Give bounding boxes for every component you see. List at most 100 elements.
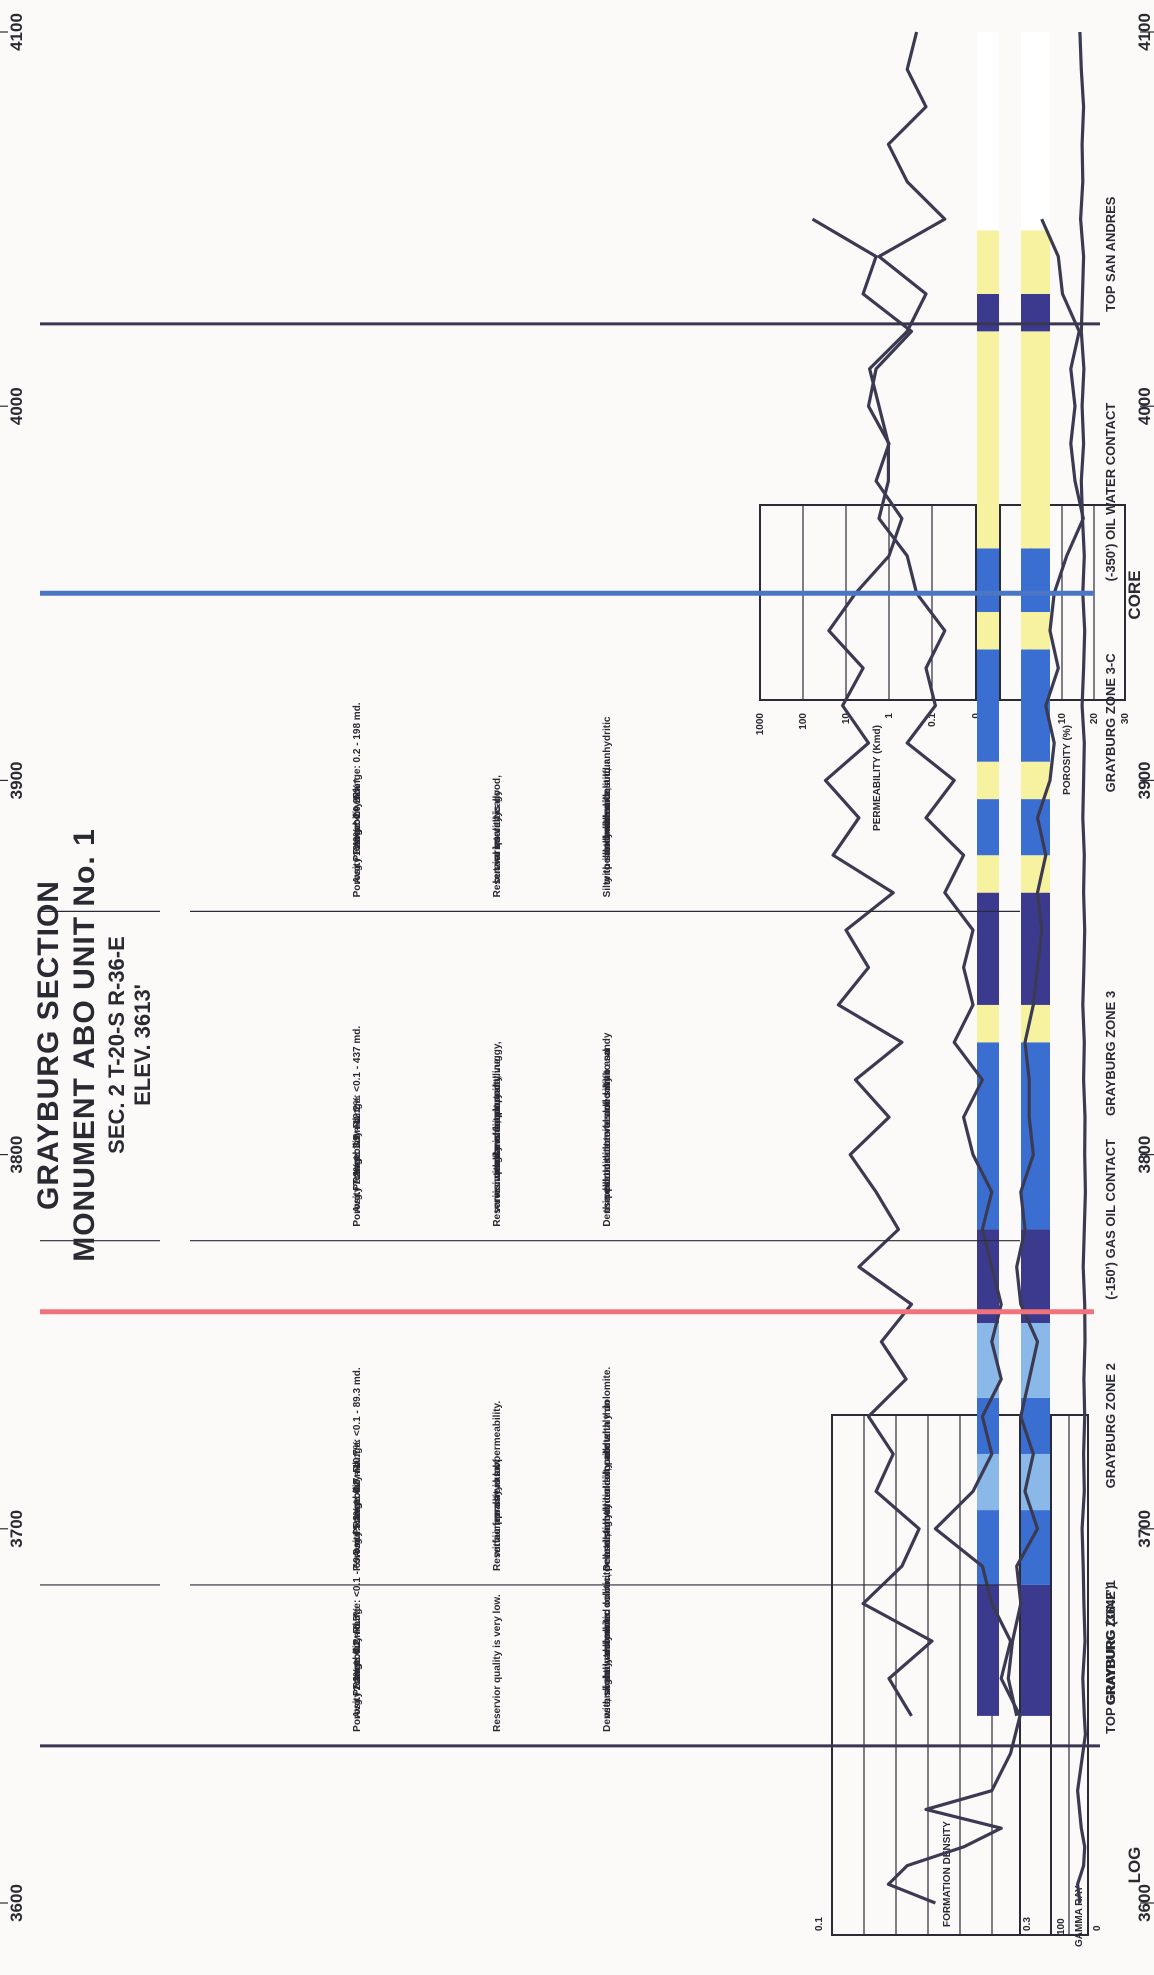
porosity-average: Avg.: 5.1% * [352, 1500, 363, 1557]
reservoir-text-line: Reservior quality is low [492, 1459, 503, 1571]
core-section-header: CORE [1125, 570, 1144, 619]
porosity-tick-label: 10 [1057, 713, 1068, 725]
zone-label-2: GRAYBURG ZONE 2 [1103, 1363, 1118, 1488]
lithology-interval [977, 799, 999, 856]
reservoir-quality-descriptions: Reservior quality is very low. Reservior … [492, 775, 503, 1732]
depth-tick-label-top: 4100 [7, 13, 26, 51]
permeability-range: Permeability Range: <0.1 - 437 md. [352, 1026, 363, 1191]
reservoir-text-line: occurrence of intercrystalline, [492, 1056, 503, 1199]
porosity-range: Porosity Range: 2 - 25% [352, 783, 363, 897]
lithology-descriptions: Dense, slightly anhydritic dolomitewith … [602, 716, 613, 1732]
title-line-3: SEC. 2 T-20-S R-36-E [104, 936, 129, 1154]
core-lithology-column [977, 32, 999, 1716]
lithology-text-line: Dense slightly oolitic, pelletal [602, 1431, 613, 1571]
depth-axis-top: 3600 3700 3800 3900 4000 4100 [0, 13, 26, 1922]
lithology-text-line: pelletal dolomite, and anhydritic [602, 716, 613, 869]
title-block: GRAYBURG SECTION MONUMENT ABO UNIT No. 1… [32, 828, 155, 1262]
reservoir-text-line: and moldic porosity. [492, 1073, 503, 1170]
porosity-track-label: POROSITY (%) [1062, 725, 1073, 795]
depth-tick-label-top: 3700 [7, 1510, 26, 1548]
lithology-interval [977, 331, 999, 549]
lithology-text-line: and shaly dolomite. [602, 1610, 613, 1704]
reservoir-text-line: Reservior quality is fair, but [492, 1095, 503, 1227]
top-grayburg-marker: TOP GRAYBURG (3642') [1103, 1585, 1118, 1734]
title-line-1: GRAYBURG SECTION [32, 880, 65, 1210]
reservoir-text-line: varies with the amount and [492, 1084, 503, 1213]
lithology-interval [977, 548, 999, 613]
oil-water-contact-marker: (-350') OIL WATER CONTACT [1103, 403, 1118, 582]
lithology-interval [977, 1004, 999, 1043]
porosity-range: Porosity Range: 0.2 - 6.5% [352, 1607, 363, 1732]
permeability-average: Avg.: 0.8 md. * [352, 1452, 363, 1521]
lithology-interval [977, 32, 999, 231]
reservoir-text-line: and laterally. [492, 809, 503, 870]
lithology-text-line: interbedded silty and shaly dolomite. [602, 1367, 613, 1543]
lithology-interval [977, 1510, 999, 1585]
log-section-header: LOG [1125, 1847, 1144, 1884]
lithology-interval [1021, 293, 1050, 332]
lithology-interval [977, 1042, 999, 1230]
lithology-text-line: with interbedded oolitic, [602, 768, 613, 884]
lithology-text-line: with some interbedded oolitic, pelletal, [602, 1534, 613, 1719]
lithology-text-line: Dense, slightly anhydritic dolomite [602, 1566, 613, 1732]
porosity-average: Avg.: 2.1% * [352, 1661, 363, 1718]
lithology-text-line: thin porous intervals of oolitic and [602, 1049, 613, 1213]
porosity-permeability-statistics: Porosity Range: 0.2 - 6.5%Avg.: 2.1% * Pe… [352, 702, 363, 1732]
reservoir-text-line: but varies vertically [492, 790, 503, 884]
log-lithology-column [1021, 32, 1050, 1716]
lithology-interval [1021, 1510, 1050, 1585]
reservoir-text-line: Reservior quality is very low. [492, 1594, 503, 1732]
permeability-tick-label: 0.1 [927, 713, 938, 727]
permeability-tick-label: 10 [841, 713, 852, 725]
lithology-interval [1021, 799, 1050, 856]
permeability-average: Avg.: 1.9 md. * [352, 1108, 363, 1177]
lithology-interval [1021, 1042, 1050, 1230]
porosity-tick-label: 30 [1120, 713, 1131, 725]
porosity-range: Porosity Range: 3.0 - 12.2% [352, 1096, 363, 1227]
porosity-tick-label: 20 [1089, 713, 1100, 725]
lithology-interval [1021, 1229, 1050, 1323]
lithology-interval [1021, 612, 1050, 650]
depth-tick-label-top: 3600 [7, 1884, 26, 1922]
zone-label-3: GRAYBURG ZONE 3 [1103, 991, 1118, 1116]
lithology-text-line: pelletal dolomite and silty to sandy [602, 1032, 613, 1199]
lithology-text-line: Dense dolomite interbedded with [602, 1069, 613, 1226]
lithology-text-line: and anhydritic dolomite with thin [602, 1400, 613, 1557]
porosity-range: Porosity Range: 0.7 - 10.7% [352, 1440, 363, 1571]
zone-label-1: GRAYBURG ZONE 1 [1103, 1580, 1118, 1705]
permeability-track-label: PERMEABILITY (Kmd) [872, 725, 883, 831]
lithology-interval [1021, 230, 1050, 294]
porosity-average: Avg.: 7.2% * [352, 1156, 363, 1213]
lithology-interval [977, 1229, 999, 1323]
lithology-interval [977, 1453, 999, 1511]
permeability-average: Avg.: 0.2 md. * [352, 1613, 363, 1682]
lithology-interval [977, 855, 999, 893]
depth-tick-label-top: 3900 [7, 761, 26, 799]
lithology-interval [977, 230, 999, 294]
permeability-average: Avg.: 4.0 md. * [352, 779, 363, 848]
zone-label-3c: GRAYBURG ZONE 3-C [1103, 653, 1118, 793]
reservoir-text-line: fair porosity and permeability. [492, 1401, 503, 1543]
lithology-interval [1021, 1584, 1050, 1716]
lithology-text-line: dolomite. [602, 1140, 613, 1185]
permeability-tick-label: 1 [884, 713, 895, 719]
gamma-ray-scale-max: 100 [1056, 1918, 1067, 1935]
gas-oil-contact-marker: (-150') GAS OIL CONTACT [1103, 1139, 1118, 1300]
reservoir-text-line: intergranular, pinpoint, vuggy, [492, 1041, 503, 1184]
permeability-tick-label: 1000 [755, 713, 766, 736]
permeability-curve [811, 217, 934, 1717]
gamma-ray-label: GAMMA RAY [1074, 1885, 1085, 1947]
lithology-interval [1021, 892, 1050, 1005]
permeability-track-frame [759, 504, 977, 701]
permeability-tick-label: 0 [971, 713, 982, 719]
lithology-text-line: Silty to sandy dolomite [602, 787, 613, 897]
depth-tick-label-top: 3800 [7, 1136, 26, 1174]
lithology-interval [1021, 331, 1050, 549]
permeability-range: Permeability Range: 0.2 - 198 md. [352, 702, 363, 861]
reservoir-text-line: with a few streaks of [492, 1458, 503, 1557]
lithology-interval [977, 1322, 999, 1398]
lithology-interval [977, 892, 999, 1005]
